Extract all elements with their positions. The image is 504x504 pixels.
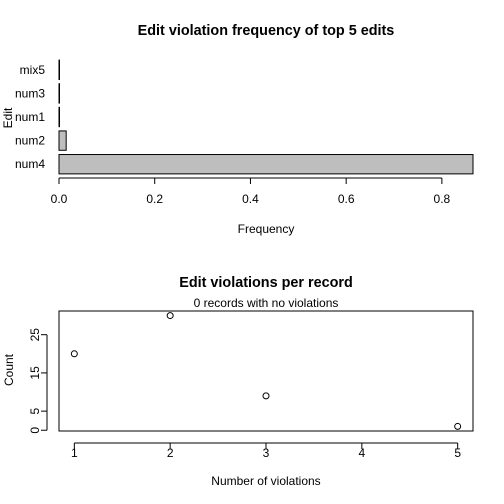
bar-chart-title: Edit violation frequency of top 5 edits — [138, 23, 395, 39]
bar-num3 — [58, 83, 60, 104]
bar-num2 — [58, 130, 67, 151]
scatter-x-tick-label: 2 — [167, 446, 174, 460]
bar-x-tick-label: 0.4 — [242, 192, 259, 206]
bar-category-label: num1 — [15, 110, 45, 124]
scatter-chart-y-label: Count — [2, 353, 16, 386]
scatter-plot-box — [58, 310, 474, 432]
bar-category-label: mix5 — [20, 63, 46, 77]
scatter-x-tick-label: 5 — [454, 446, 461, 460]
scatter-chart-title: Edit violations per record — [179, 275, 353, 291]
bar-x-tick-label: 0.6 — [338, 192, 355, 206]
bar-x-tick-label: 0.0 — [51, 192, 68, 206]
scatter-chart: Edit violations per record 0 records wit… — [2, 275, 474, 488]
bar-chart-plot: num4 num2 num1 num3 mix5 0.0 0.2 0.4 0.6 0.8 — [15, 59, 474, 206]
bar-num4 — [58, 154, 474, 175]
scatter-y-tick-label: 0 — [28, 427, 42, 434]
bar-chart: Edit violation frequency of top 5 edits … — [1, 23, 474, 236]
bar-category-label: num2 — [15, 134, 45, 148]
scatter-point — [454, 422, 462, 430]
scatter-x-tick-label: 3 — [263, 446, 270, 460]
bar-chart-y-label: Edit — [1, 107, 15, 128]
bar-chart-x-label: Frequency — [238, 222, 295, 236]
bar-category-label: num4 — [15, 157, 45, 171]
bar-mix5 — [58, 59, 60, 80]
scatter-point — [262, 392, 270, 400]
scatter-point — [166, 312, 174, 320]
scatter-y-tick-label: 5 — [28, 407, 42, 414]
scatter-y-tick-label: 15 — [28, 366, 42, 380]
bar-category-label: num3 — [15, 86, 45, 100]
scatter-chart-subtitle: 0 records with no violations — [194, 296, 339, 310]
scatter-chart-x-label: Number of violations — [211, 474, 320, 488]
bar-x-tick-label: 0.8 — [434, 192, 451, 206]
scatter-x-tick-label: 1 — [71, 446, 78, 460]
scatter-y-tick-label: 25 — [28, 328, 42, 342]
scatter-point — [70, 350, 78, 358]
scatter-x-tick-label: 4 — [358, 446, 365, 460]
bar-x-tick-label: 0.2 — [146, 192, 163, 206]
scatter-chart-plot: 1 2 3 4 5 0 5 15 25 — [28, 312, 462, 460]
bar-num1 — [58, 106, 60, 128]
